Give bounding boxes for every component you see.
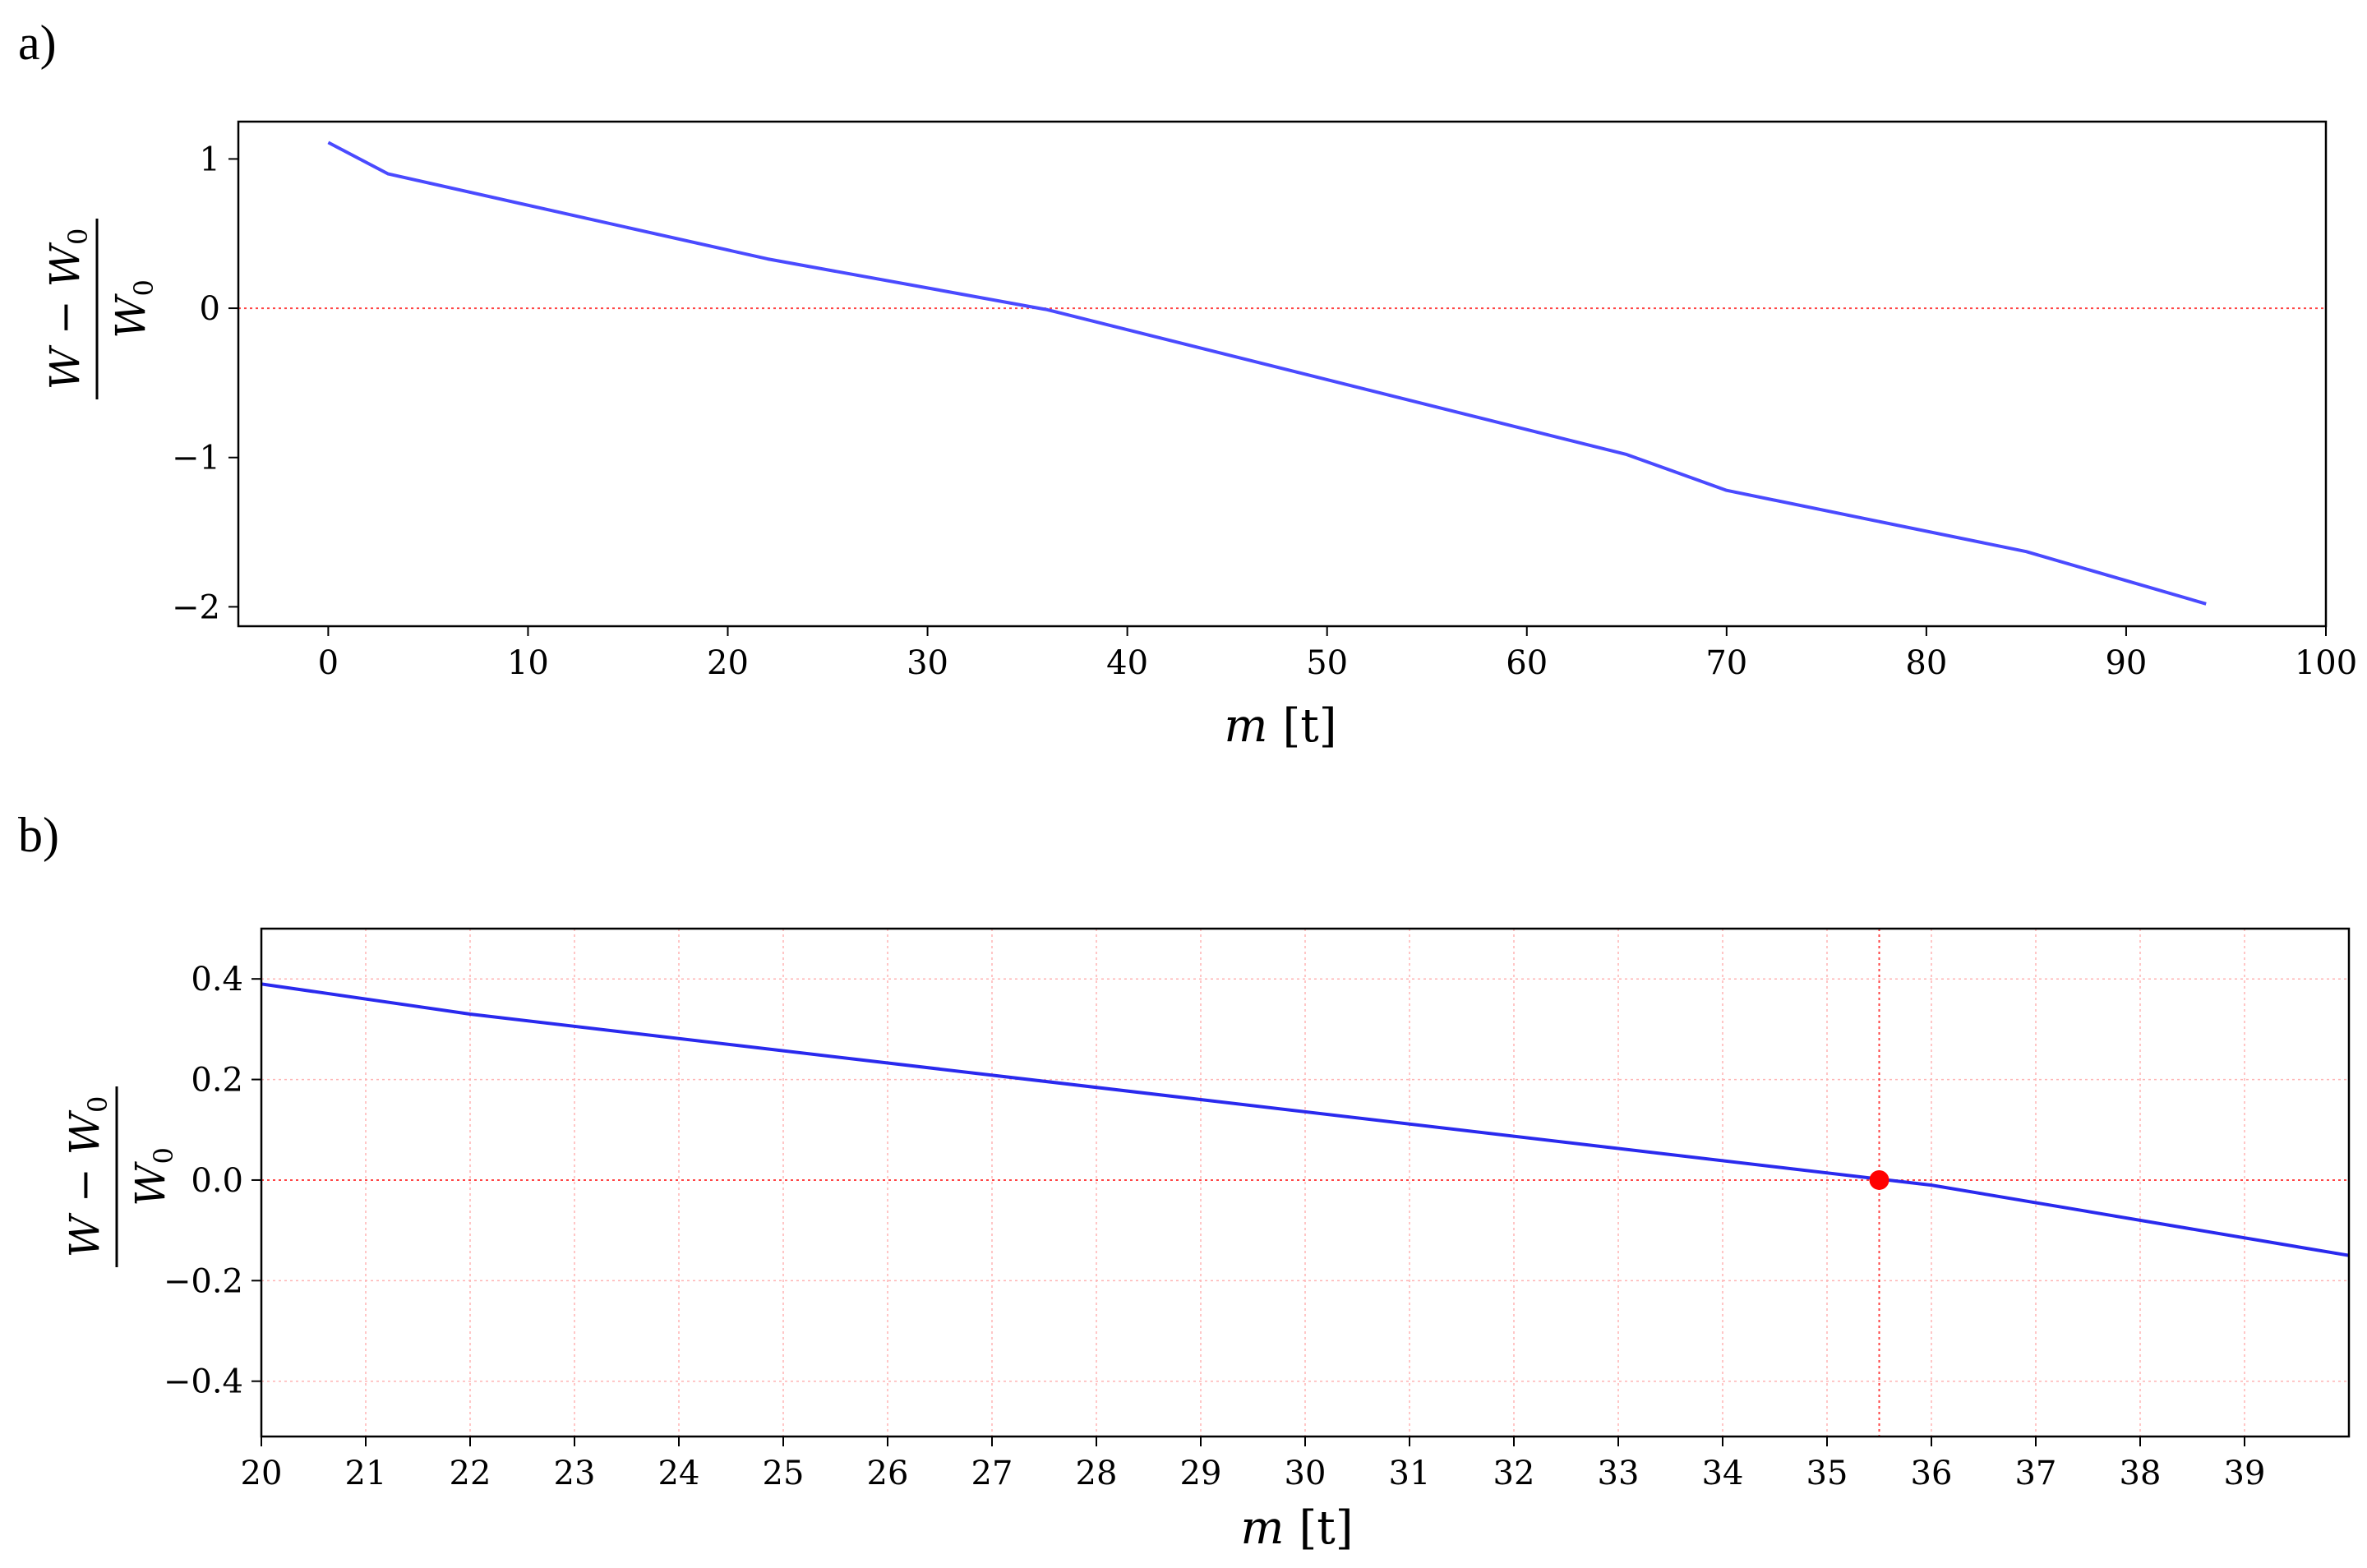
- panel-b-plot-area: 20 21 22 23 24 25 26 27 28 29 30 31 32 33 34 35 36 37 38 39…: [164, 927, 2351, 1492]
- panel-b-xtick-label-3: 23: [554, 1455, 596, 1492]
- panel-a-xtick-label-1: 10: [507, 644, 549, 682]
- panel-b-xtick-label-6: 26: [867, 1455, 909, 1492]
- panel-a-xtick-label-9: 90: [2105, 644, 2147, 682]
- panel-a-xtick-label-4: 40: [1106, 644, 1148, 682]
- panel-a-xtick-label-5: 50: [1306, 644, 1348, 682]
- panel-b-xtick-label-16: 36: [1911, 1455, 1953, 1492]
- panel-b-series-line-0: [261, 982, 2349, 1257]
- panel-b-xtick-label-18: 38: [2120, 1455, 2162, 1492]
- panel-b-ytick-label-1: 0.2: [191, 1062, 243, 1100]
- panel-b-xlabel: m [t]: [1240, 1501, 1353, 1555]
- panel-b-ylabel: W − W0 W0: [61, 1086, 179, 1267]
- panel-b-ytick-label-4: −0.4: [164, 1363, 243, 1401]
- panel-a-ylabel-denominator: W0: [107, 279, 159, 339]
- panel-b-xtick-label-15: 35: [1806, 1455, 1848, 1492]
- panel-a-ylabel-numerator: W − W0: [41, 228, 94, 390]
- panel-a-xtick-label-7: 70: [1705, 644, 1747, 682]
- panel-b-xtick-label-0: 20: [241, 1455, 283, 1492]
- panel-a-xtick-label-6: 60: [1506, 644, 1548, 682]
- panel-a-label: a): [18, 16, 57, 70]
- panel-b-xtick-label-7: 27: [971, 1455, 1013, 1492]
- panel-b-xtick-label-10: 30: [1285, 1455, 1327, 1492]
- panel-b-xtick-label-5: 25: [763, 1455, 805, 1492]
- panel-a-xtick-label-8: 80: [1905, 644, 1947, 682]
- panel-b-xtick-label-4: 24: [658, 1455, 700, 1492]
- panel-b-marker-0: [1869, 1169, 1889, 1190]
- panel-b-xtick-label-11: 31: [1389, 1455, 1431, 1492]
- panel-b-xtick-label-9: 29: [1180, 1455, 1222, 1492]
- panel-a-xlabel: m [t]: [1224, 699, 1336, 753]
- panel-a-ytick-label-0: 1: [200, 141, 220, 178]
- panel-a-ytick-label-2: −1: [172, 440, 220, 477]
- panel-a-xtick-label-10: 100: [2295, 644, 2357, 682]
- panel-b-label: b): [18, 808, 59, 862]
- panel-a-ytick-label-1: 0: [200, 290, 220, 328]
- panel-a-xtick-label-2: 20: [707, 644, 749, 682]
- panel-b: b) W − W0 W0 m [t] 20 21 22 23 24 25 26 27 28 29 30…: [18, 808, 2351, 1555]
- panel-a: a) W − W0 W0 m [t] 0 10 20 30 40 50 60 70 80 90 100…: [18, 16, 2357, 753]
- panel-a-xtick-label-3: 30: [907, 644, 948, 682]
- panel-a-axes-frame: [237, 120, 2328, 628]
- panel-b-xtick-label-19: 39: [2224, 1455, 2266, 1492]
- panel-b-ylabel-numerator: W − W0: [61, 1096, 113, 1258]
- panel-a-ytick-label-3: −2: [172, 588, 220, 626]
- panel-b-ytick-label-0: 0.4: [191, 961, 243, 998]
- panel-b-ylabel-denominator: W0: [127, 1147, 179, 1206]
- panel-b-ytick-label-2: 0.0: [191, 1162, 243, 1200]
- panel-b-xtick-label-13: 33: [1598, 1455, 1640, 1492]
- panel-b-xtick-label-14: 34: [1702, 1455, 1744, 1492]
- panel-b-xtick-label-12: 32: [1493, 1455, 1535, 1492]
- panel-b-ytick-label-3: −0.2: [164, 1262, 243, 1300]
- panel-b-xtick-label-2: 22: [450, 1455, 491, 1492]
- panel-a-ylabel: W − W0 W0: [41, 219, 159, 399]
- panel-a-xtick-label-0: 0: [318, 644, 339, 682]
- panel-b-xtick-label-1: 21: [345, 1455, 387, 1492]
- panel-b-xtick-label-8: 28: [1076, 1455, 1118, 1492]
- panel-a-series-line-0: [327, 141, 2207, 606]
- panel-b-xtick-label-17: 37: [2015, 1455, 2057, 1492]
